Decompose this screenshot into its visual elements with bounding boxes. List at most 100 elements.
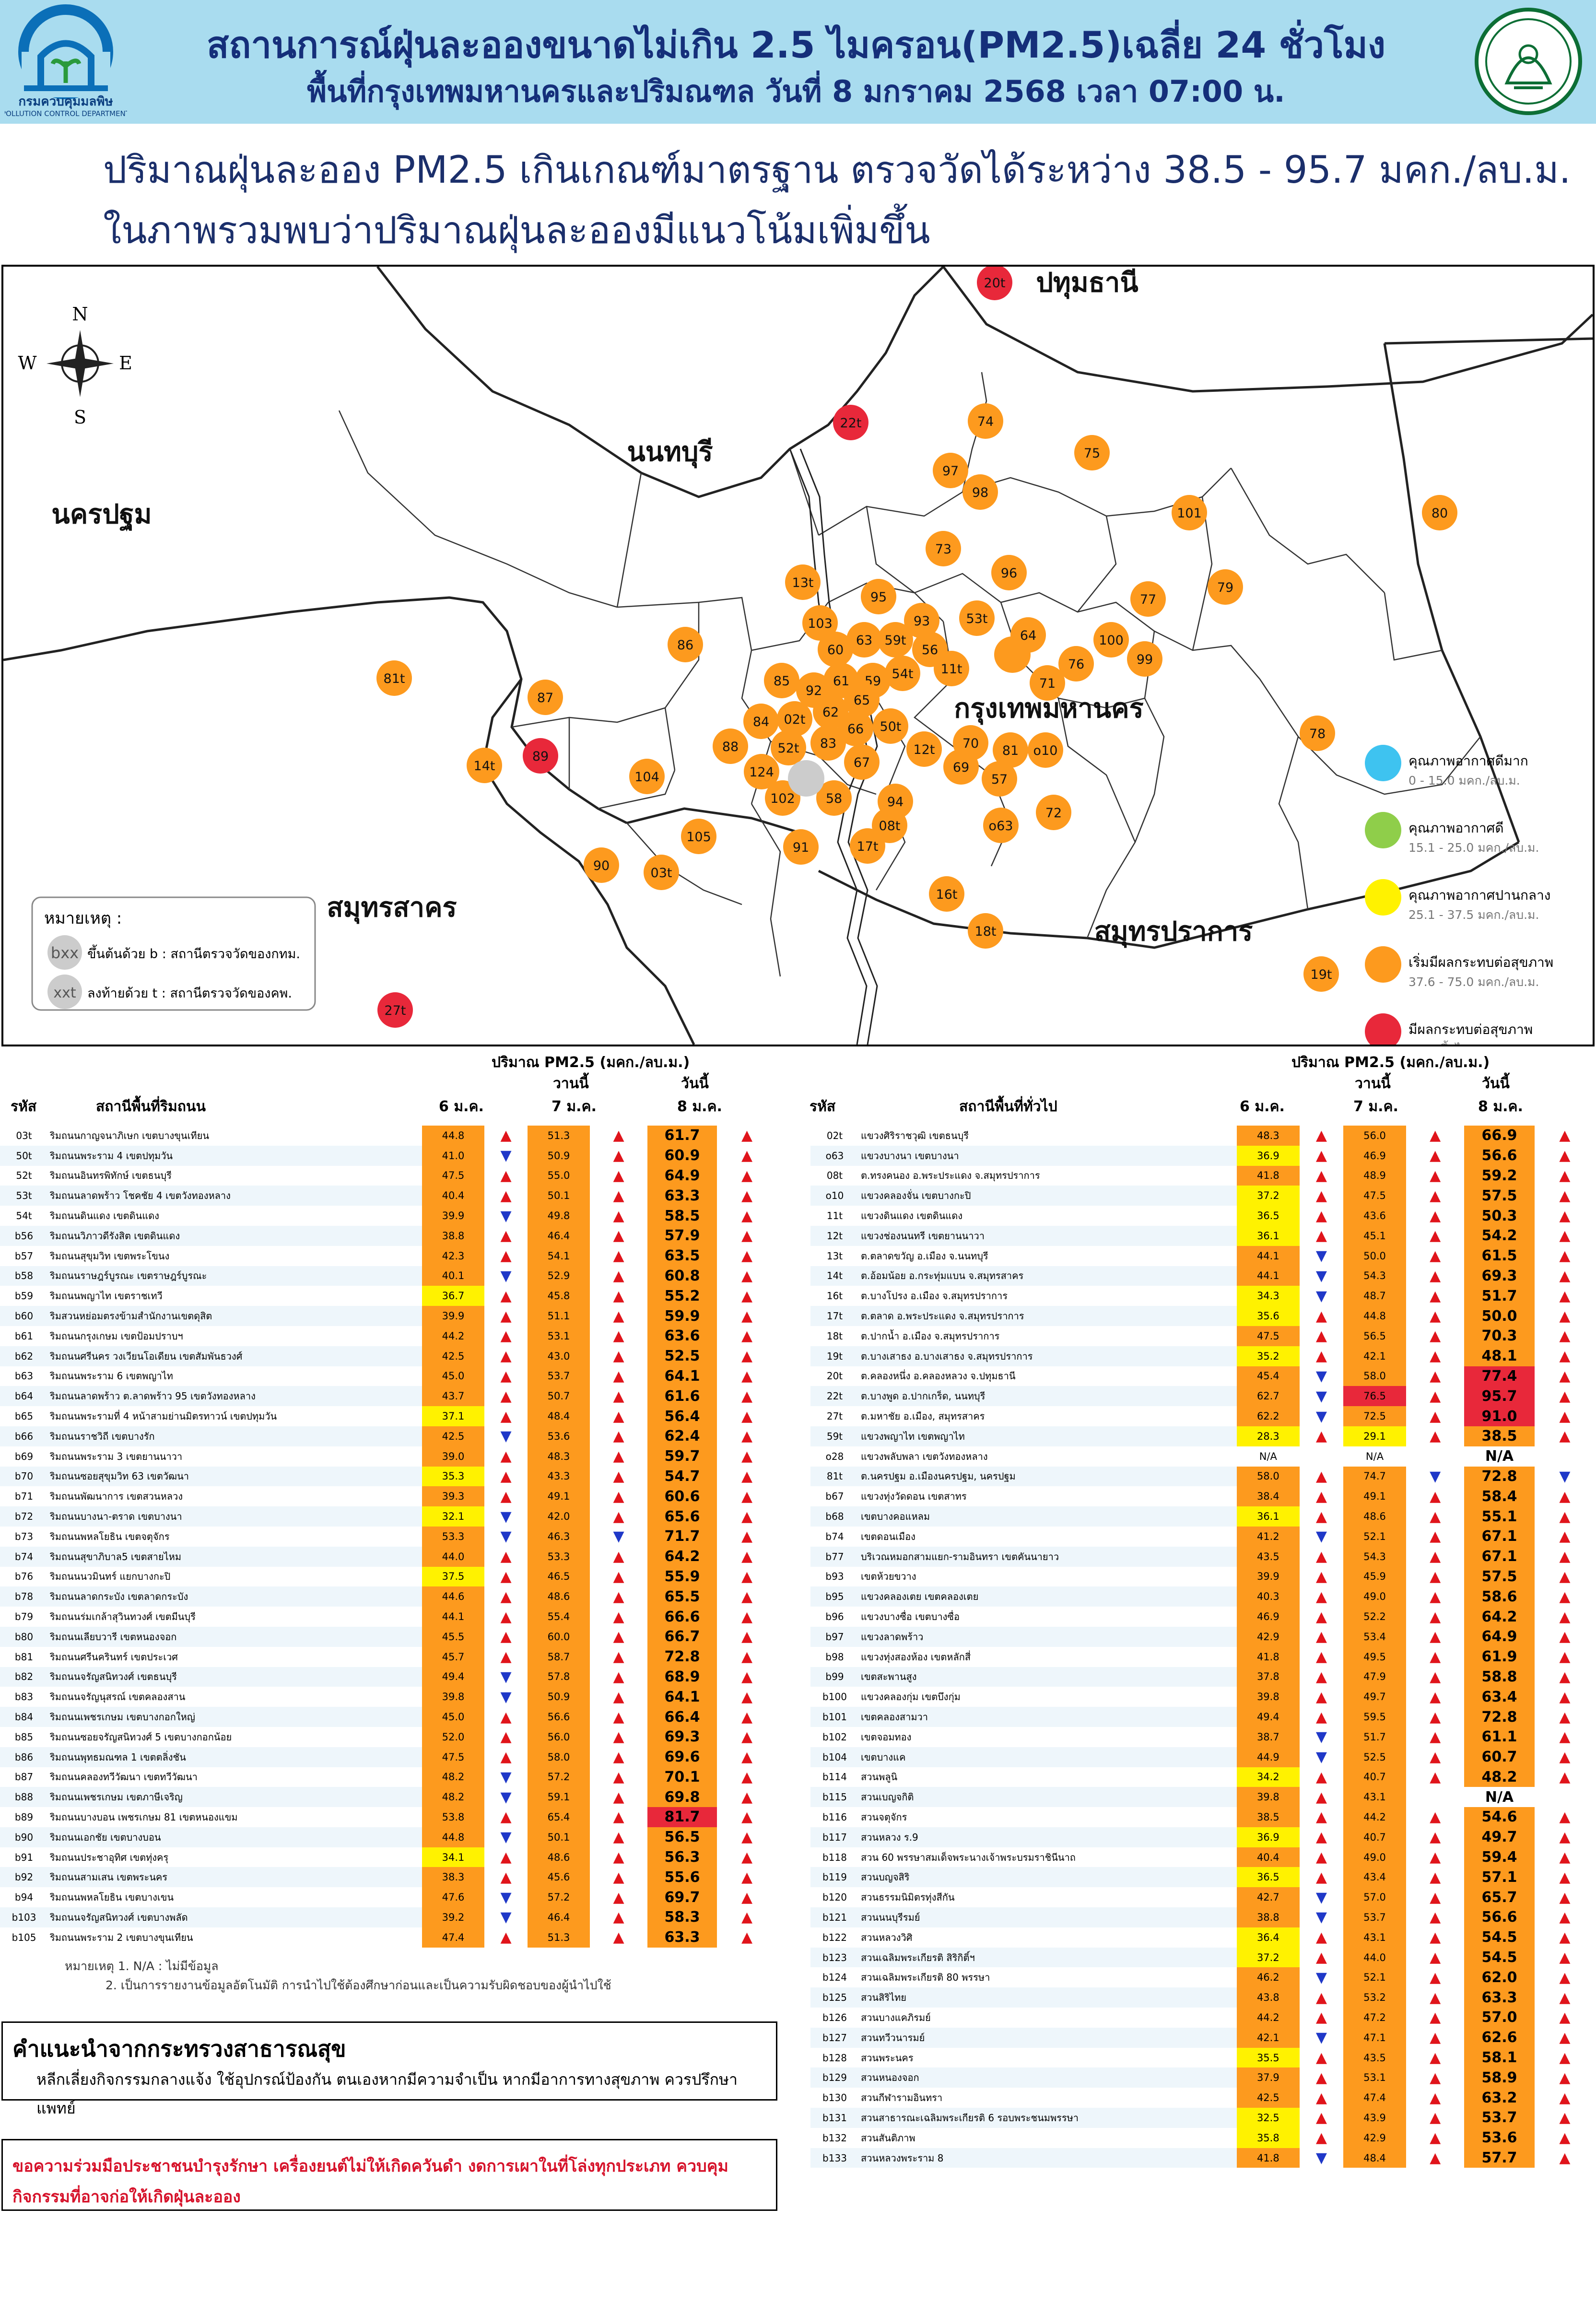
station-name: ริมถนนลาดกระบัง เขตลาดกระบัง xyxy=(48,1586,422,1607)
value-d2: 65.4 xyxy=(528,1807,590,1827)
station-dot xyxy=(873,708,908,744)
trend-d1-icon: ▲ xyxy=(500,1929,512,1946)
value-d3: 53.6 xyxy=(1464,2127,1535,2148)
trend-d2-icon: ▲ xyxy=(613,1187,624,1204)
trend-d3-icon: ▲ xyxy=(741,1668,753,1685)
trend-d2-icon: ▲ xyxy=(613,1588,624,1605)
value-d2: 46.5 xyxy=(528,1566,590,1587)
station-label: 65 xyxy=(854,693,870,708)
trend-d3-icon: ▲ xyxy=(1559,2049,1571,2067)
table-row: b86 ริมถนนพุทธมณฑล 1 เขตตลิ่งชัน 47.5 ▲ 58.0… xyxy=(0,1747,777,1767)
station-dot xyxy=(764,663,799,698)
value-d3: 65.5 xyxy=(647,1586,717,1607)
station-name: ต.ตลาด อ.พระประแดง จ.สมุทรปราการ xyxy=(858,1306,1237,1326)
value-d1: 44.2 xyxy=(422,1326,484,1346)
trend-d2-icon: ▲ xyxy=(1430,1668,1441,1685)
value-d2: 55.0 xyxy=(528,1165,590,1186)
station-code: b105 xyxy=(12,1931,36,1943)
value-d1: 39.0 xyxy=(422,1446,484,1467)
station-code: b122 xyxy=(822,1931,847,1943)
compass-e: E xyxy=(119,352,132,374)
value-d3: 66.9 xyxy=(1464,1126,1535,1146)
value-d3: N/A xyxy=(1464,1446,1535,1467)
value-d2: 48.6 xyxy=(1343,1506,1407,1527)
station-label: 08t xyxy=(879,819,901,834)
station-dot xyxy=(926,531,961,566)
station-name: สวนเบญจกิติ xyxy=(858,1787,1237,1808)
station-label: 16t xyxy=(936,887,958,902)
station-code: b57 xyxy=(14,1250,34,1262)
trend-d2-icon: ▲ xyxy=(1430,1909,1441,1926)
value-d1: 36.4 xyxy=(1236,1927,1300,1948)
trend-d3-icon: ▲ xyxy=(1559,1949,1571,1966)
value-d1: 38.3 xyxy=(422,1867,484,1888)
station-label: 27t xyxy=(385,1003,406,1018)
value-d3: 53.7 xyxy=(1464,2108,1535,2128)
station-label: 101 xyxy=(1177,506,1202,521)
value-d2: 43.1 xyxy=(1343,1927,1407,1948)
trend-d2-icon: ▲ xyxy=(1430,1749,1441,1766)
value-d2: 59.5 xyxy=(1343,1707,1407,1727)
station-code: b98 xyxy=(825,1651,844,1663)
value-d1: 62.7 xyxy=(1236,1386,1300,1407)
trend-d2-icon: ▲ xyxy=(613,1768,624,1785)
value-d2: 45.9 xyxy=(1343,1566,1407,1587)
value-d3: 50.3 xyxy=(1464,1206,1535,1226)
station-dot xyxy=(861,579,896,614)
value-d3: 58.8 xyxy=(1464,1667,1535,1687)
station-52t: 52t xyxy=(771,730,806,765)
station-dot xyxy=(377,992,413,1028)
station-93: 93 xyxy=(904,603,939,638)
station-name: เขตบางคอแหลม xyxy=(858,1506,1237,1527)
right-d3-header: 8 ม.ค. xyxy=(1478,1098,1523,1115)
station-124: 124 xyxy=(744,754,779,789)
station-103: 103 xyxy=(802,605,838,641)
station-code: b87 xyxy=(14,1771,34,1783)
station-80: 80 xyxy=(1422,495,1457,530)
station-name: แขวงพญาไท เขตพญาไท xyxy=(858,1426,1237,1446)
value-d2: 46.9 xyxy=(1343,1145,1407,1166)
station-name: ต.บางโปรง อ.เมือง จ.สมุทรปราการ xyxy=(860,1290,1008,1302)
trend-d2-icon: ▲ xyxy=(613,1307,624,1325)
value-d2: 47.2 xyxy=(1343,2008,1407,2028)
station-code: b89 xyxy=(14,1811,34,1823)
table-row: b68 เขตบางคอแหลม 36.1 ▲ 48.6 ▲ 55.1 ▲ xyxy=(810,1506,1595,1527)
value-d3: 63.4 xyxy=(1464,1687,1535,1707)
trend-d3-icon: ▲ xyxy=(741,1829,753,1846)
trend-d1-icon: ▼ xyxy=(1315,1528,1327,1545)
trend-d2-icon: ▲ xyxy=(1430,1227,1441,1245)
station-code: b74 xyxy=(0,1546,48,1567)
station-name: แขวงคลองจั่น เขตบางกะปิ xyxy=(858,1186,1237,1206)
value-d1: 48.2 xyxy=(422,1767,484,1787)
station-dot xyxy=(523,738,558,774)
table-row: b90 ริมถนนเอกชัย เขตบางบอน 44.8 ▼ 50.1 ▲ 56.5 ▲ xyxy=(0,1827,777,1847)
station-81: 81 xyxy=(993,732,1028,768)
trend-d2-icon: ▲ xyxy=(613,1167,624,1184)
station-code: b78 xyxy=(0,1586,48,1607)
station-dot xyxy=(934,651,969,686)
value-d2: 43.4 xyxy=(1343,1867,1407,1888)
station-code: 03t xyxy=(16,1129,32,1141)
trend-d2-icon: ▲ xyxy=(613,1287,624,1304)
station-code: b72 xyxy=(0,1506,48,1527)
station-dot xyxy=(783,829,819,865)
station-dot xyxy=(846,622,882,658)
value-d3: 81.7 xyxy=(647,1807,717,1827)
station-59t: 59t xyxy=(878,622,913,658)
trend-d3-icon: ▲ xyxy=(741,1408,753,1425)
station-dot xyxy=(1300,716,1335,751)
trend-d2-icon: ▲ xyxy=(613,1728,624,1746)
station-dot xyxy=(668,627,703,662)
value-d3: 72.8 xyxy=(1464,1466,1535,1487)
value-d3: 48.2 xyxy=(1464,1767,1535,1787)
station-dot xyxy=(1093,622,1129,658)
station-code: b74 xyxy=(825,1530,844,1542)
station-dot xyxy=(878,622,913,658)
value-d3: 64.1 xyxy=(647,1687,717,1707)
trend-d2-icon: ▲ xyxy=(1430,1889,1441,1906)
station-code: b103 xyxy=(0,1907,48,1927)
trend-d1-icon: ▲ xyxy=(1315,1488,1327,1505)
value-d2: 45.6 xyxy=(528,1867,590,1888)
station-code: 19t xyxy=(810,1346,859,1366)
trend-d1-icon: ▲ xyxy=(500,1448,512,1465)
